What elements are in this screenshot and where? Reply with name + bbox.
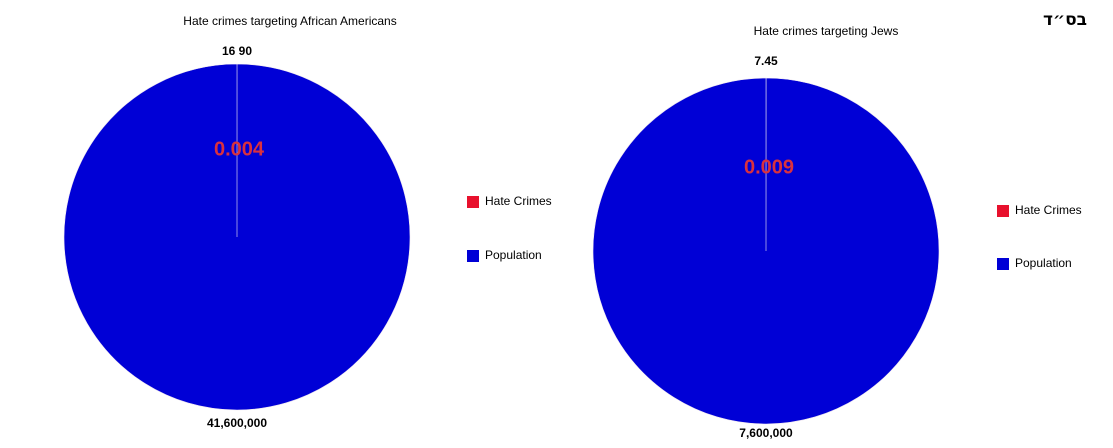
legend-swatch	[997, 205, 1009, 217]
legend-label: Population	[485, 248, 542, 262]
annotation: 0.004	[214, 138, 265, 160]
pie-slice	[63, 63, 411, 411]
chart-title: Hate crimes targeting African Americans	[183, 14, 396, 28]
data-label: 41,600,000	[207, 416, 267, 430]
chart-title: Hate crimes targeting Jews	[754, 24, 899, 38]
data-label: 7.45	[754, 54, 778, 68]
legend-swatch	[467, 250, 479, 262]
legend-label: Hate Crimes	[1015, 203, 1082, 217]
annotation: 0.009	[744, 156, 794, 178]
legend-swatch	[997, 258, 1009, 270]
legend-label: Hate Crimes	[485, 194, 552, 208]
pie-slice	[592, 77, 940, 425]
legend-label: Population	[1015, 256, 1072, 270]
data-label: 16 90	[222, 44, 252, 58]
data-label: 7,600,000	[739, 426, 793, 440]
corner-text: בס״ד	[1043, 10, 1087, 30]
legend-swatch	[467, 196, 479, 208]
